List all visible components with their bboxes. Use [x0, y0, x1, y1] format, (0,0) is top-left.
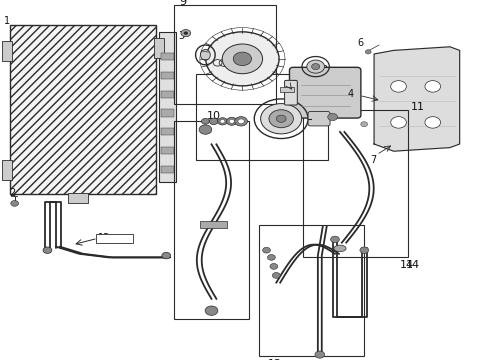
Ellipse shape	[333, 245, 346, 252]
Text: 14: 14	[405, 260, 419, 270]
Circle shape	[272, 273, 280, 278]
Bar	[161, 109, 173, 117]
Circle shape	[360, 122, 367, 127]
Text: 8: 8	[320, 65, 327, 75]
Bar	[200, 221, 226, 228]
Circle shape	[262, 247, 270, 253]
Circle shape	[217, 118, 227, 125]
Bar	[259, 225, 364, 356]
Circle shape	[276, 115, 285, 122]
Bar	[161, 53, 173, 60]
Circle shape	[424, 81, 440, 92]
Text: 5: 5	[290, 80, 297, 90]
Circle shape	[327, 113, 337, 121]
Circle shape	[205, 32, 279, 86]
Circle shape	[183, 32, 187, 35]
Bar	[159, 32, 176, 182]
Circle shape	[205, 306, 218, 315]
Circle shape	[181, 30, 190, 37]
Bar	[173, 121, 249, 319]
Circle shape	[390, 81, 406, 92]
Bar	[96, 234, 133, 243]
Circle shape	[209, 118, 218, 125]
Circle shape	[199, 125, 211, 134]
Circle shape	[43, 247, 52, 253]
Bar	[68, 193, 88, 203]
Circle shape	[365, 50, 370, 54]
Bar	[154, 38, 163, 58]
Text: 11: 11	[410, 102, 424, 112]
Circle shape	[269, 264, 277, 269]
Circle shape	[220, 120, 224, 123]
Text: 12: 12	[267, 359, 282, 360]
Circle shape	[311, 64, 319, 69]
Text: 14: 14	[399, 260, 413, 270]
Text: 6: 6	[356, 38, 363, 48]
Text: 13: 13	[98, 233, 110, 243]
Circle shape	[330, 236, 339, 243]
Bar	[161, 166, 173, 173]
Bar	[2, 41, 12, 61]
Circle shape	[201, 118, 209, 124]
Circle shape	[234, 117, 247, 126]
Bar	[303, 110, 407, 257]
Bar	[2, 160, 12, 180]
Circle shape	[314, 351, 324, 358]
Text: 2: 2	[9, 188, 15, 198]
Text: 4: 4	[346, 89, 353, 99]
Bar	[161, 128, 173, 135]
Circle shape	[237, 119, 244, 123]
Bar	[173, 5, 276, 104]
Ellipse shape	[200, 50, 210, 60]
Circle shape	[359, 247, 368, 253]
Circle shape	[226, 117, 237, 125]
Circle shape	[228, 120, 234, 123]
Bar	[10, 25, 156, 194]
Bar	[279, 87, 294, 92]
Circle shape	[260, 104, 301, 134]
Circle shape	[390, 117, 406, 128]
Circle shape	[268, 110, 293, 128]
Bar	[161, 72, 173, 79]
Text: 1: 1	[4, 16, 10, 26]
Polygon shape	[373, 47, 459, 151]
Circle shape	[267, 255, 275, 260]
Circle shape	[162, 252, 170, 259]
Circle shape	[424, 117, 440, 128]
Bar	[161, 91, 173, 98]
FancyBboxPatch shape	[284, 80, 297, 105]
FancyBboxPatch shape	[307, 112, 329, 126]
Circle shape	[306, 60, 324, 73]
Text: 9: 9	[179, 0, 186, 7]
Text: 10: 10	[206, 111, 220, 121]
Text: 3: 3	[178, 31, 184, 41]
Bar	[161, 147, 173, 154]
Circle shape	[222, 44, 262, 74]
FancyBboxPatch shape	[289, 67, 360, 118]
Bar	[195, 74, 327, 160]
Text: 7: 7	[369, 155, 376, 165]
Circle shape	[11, 201, 19, 206]
Circle shape	[233, 52, 251, 66]
